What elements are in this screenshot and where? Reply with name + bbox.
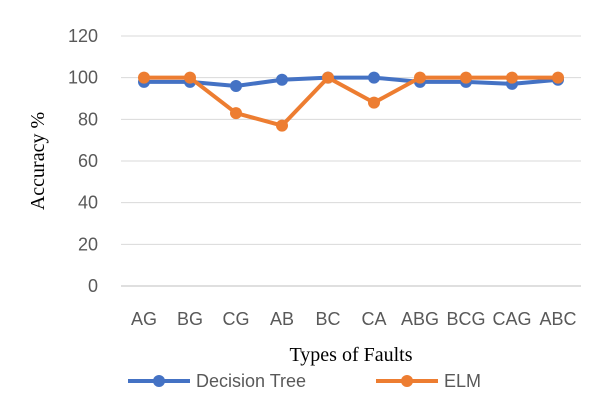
data-point-elm <box>138 71 150 84</box>
y-tick-label: 60 <box>78 151 98 171</box>
legend-label-decision-tree: Decision Tree <box>196 371 306 391</box>
x-tick-label: AG <box>131 309 157 329</box>
x-axis-tick-labels: AG BG CG AB BC CA ABG BCG CAG ABC <box>131 309 577 329</box>
x-tick-label: CG <box>223 309 250 329</box>
data-point-elm <box>552 71 564 84</box>
data-point-elm <box>368 96 380 109</box>
x-tick-label: ABC <box>539 309 576 329</box>
data-point-elm <box>460 71 472 84</box>
x-tick-label: BC <box>315 309 340 329</box>
data-point-decision-tree <box>276 73 288 86</box>
y-axis-title: Accuracy % <box>27 112 49 210</box>
data-point-elm <box>276 119 288 132</box>
data-point-decision-tree <box>368 71 380 84</box>
x-tick-label: BG <box>177 309 203 329</box>
x-tick-label: ABG <box>401 309 439 329</box>
data-point-elm <box>230 107 242 120</box>
x-tick-label: AB <box>270 309 294 329</box>
series-line-elm <box>142 75 560 128</box>
series-lines <box>138 71 564 132</box>
series-line-decision-tree <box>142 75 560 88</box>
legend-label-elm: ELM <box>444 371 481 391</box>
legend: Decision Tree ELM <box>128 371 481 391</box>
legend-item-decision-tree: Decision Tree <box>128 371 306 391</box>
data-point-elm <box>414 71 426 84</box>
y-tick-label: 20 <box>78 234 98 254</box>
x-tick-label: BCG <box>446 309 485 329</box>
data-point-elm <box>322 71 334 84</box>
x-axis-title: Types of Faults <box>289 344 412 366</box>
y-tick-label: 120 <box>68 26 98 46</box>
y-tick-label: 100 <box>68 68 98 88</box>
data-point-elm <box>506 71 518 84</box>
legend-item-elm: ELM <box>376 371 481 391</box>
y-tick-label: 0 <box>88 276 98 296</box>
x-tick-label: CA <box>361 309 386 329</box>
legend-marker-elm <box>401 375 413 387</box>
data-point-decision-tree <box>230 80 242 92</box>
series-elm <box>138 71 564 132</box>
y-tick-label: 80 <box>78 109 98 129</box>
y-axis-tick-labels: 0 20 40 60 80 100 120 <box>68 26 98 296</box>
x-tick-label: CAG <box>492 309 531 329</box>
y-tick-label: 40 <box>78 193 98 213</box>
legend-marker-decision-tree <box>153 375 165 387</box>
data-point-elm <box>184 71 196 84</box>
